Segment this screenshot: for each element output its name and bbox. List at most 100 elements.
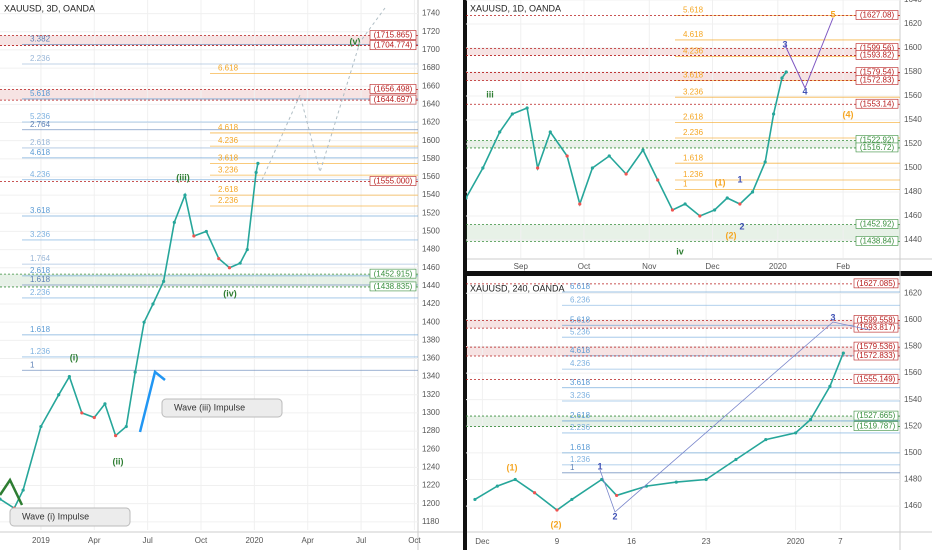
price-label: (1519.787) — [857, 422, 896, 431]
y-tick-label: 1540 — [904, 115, 922, 124]
y-tick-label: 1580 — [904, 342, 922, 351]
price-point — [192, 234, 196, 238]
fib-label: 6.618 — [218, 64, 239, 73]
fib-label: 2.618 — [570, 411, 591, 420]
price-point — [704, 477, 708, 482]
fib-label: 1 — [683, 180, 688, 189]
price-point — [114, 434, 118, 438]
price-point — [473, 497, 477, 502]
price-label: (1599.558) — [857, 316, 896, 325]
fib-label: 2.236 — [30, 288, 51, 297]
y-tick-label: 1340 — [422, 372, 440, 381]
fib-label: 3.236 — [30, 230, 51, 239]
chart-title: XAUUSD, 1D, OANDA — [470, 3, 561, 13]
price-box — [855, 142, 899, 153]
fib-label: 2.236 — [570, 423, 591, 432]
y-tick-label: 1220 — [422, 481, 440, 490]
fib-label: 3.236 — [683, 87, 704, 96]
wave-label: 5 — [830, 9, 835, 19]
projection — [261, 7, 386, 181]
price-label: (1715.865) — [374, 31, 413, 40]
price-point — [133, 370, 137, 374]
fib-label: 3.618 — [570, 378, 591, 387]
x-tick-label: Dec — [705, 262, 719, 271]
y-tick-label: 1540 — [422, 190, 440, 199]
y-tick-label: 1500 — [422, 227, 440, 236]
x-tick-label: Apr — [88, 536, 101, 545]
price-point — [590, 166, 595, 170]
fib-label: 3.236 — [218, 165, 239, 174]
wave-label: 2 — [739, 221, 744, 231]
price-point — [600, 477, 604, 482]
fib-label: 1.236 — [683, 170, 704, 179]
fib-label: 5.618 — [683, 6, 704, 15]
price-point — [103, 402, 107, 406]
price-label: (1438.84) — [860, 237, 895, 246]
y-tick-label: 1600 — [904, 315, 922, 324]
price-label: (1522.92) — [860, 136, 895, 145]
divider — [465, 271, 932, 276]
y-tick-label: 1600 — [422, 136, 440, 145]
price-point — [607, 154, 611, 158]
y-tick-label: 1200 — [422, 499, 440, 508]
y-tick-label: 1560 — [422, 172, 440, 181]
price-box — [853, 350, 899, 361]
fib-label: 1.618 — [570, 443, 591, 452]
callout-box — [9, 507, 131, 527]
wave-label: (iv) — [223, 288, 237, 298]
price-point — [80, 411, 84, 415]
price-point — [481, 166, 485, 170]
y-tick-label: 1400 — [422, 317, 440, 326]
y-tick-label: 1580 — [904, 67, 922, 76]
price-point — [238, 261, 242, 265]
price-label: (1579.54) — [860, 68, 895, 77]
price-point — [0, 497, 2, 501]
fib-label: 5.236 — [570, 327, 591, 336]
x-tick-label: Feb — [836, 262, 850, 271]
wave-label: (2) — [726, 230, 737, 240]
x-tick-label: Nov — [642, 262, 656, 271]
zone — [466, 347, 900, 357]
wave-label: 2 — [612, 511, 617, 521]
fib-label: 4.618 — [30, 148, 51, 157]
price-point — [495, 484, 499, 488]
y-tick-label: 1560 — [904, 91, 922, 100]
price-label: (1572.833) — [857, 351, 896, 360]
wave-label: (2) — [551, 519, 562, 529]
price-point — [656, 178, 660, 182]
price-label: (1627.085) — [857, 279, 896, 288]
price-point — [738, 202, 742, 206]
price-label: (1527.665) — [857, 411, 896, 420]
fib-label: 4.236 — [218, 136, 239, 145]
y-tick-label: 1520 — [422, 208, 440, 217]
price-label: (1644.697) — [374, 95, 413, 104]
price-label: (1452.92) — [860, 220, 895, 229]
callout: Wave (iii) Impulse — [174, 402, 245, 412]
wave-label: (v) — [350, 36, 361, 46]
fib-label: 4.618 — [570, 346, 591, 355]
price-point — [670, 208, 675, 212]
wave-label: (1) — [715, 177, 726, 187]
price-point — [750, 190, 755, 194]
y-tick-label: 1460 — [904, 501, 922, 510]
price-label: (1572.83) — [860, 76, 895, 85]
projection — [599, 321, 871, 513]
y-tick-label: 1640 — [422, 99, 440, 108]
price-point — [256, 161, 260, 165]
fib-label: 5.618 — [570, 315, 591, 324]
price-box — [369, 40, 417, 50]
price-label: (1579.536) — [857, 342, 896, 351]
x-tick-label: 23 — [702, 537, 711, 546]
price-point — [570, 497, 574, 502]
price-label: (1627.08) — [860, 11, 895, 20]
price-point — [624, 172, 628, 176]
fib-label: 1.236 — [30, 347, 51, 356]
fib-label: 1.618 — [30, 275, 51, 284]
y-tick-label: 1300 — [422, 408, 440, 417]
y-tick-label: 1660 — [422, 81, 440, 90]
price-label: (1452.915) — [374, 269, 413, 278]
wave-label: 1 — [597, 461, 602, 471]
price-point — [162, 279, 166, 283]
